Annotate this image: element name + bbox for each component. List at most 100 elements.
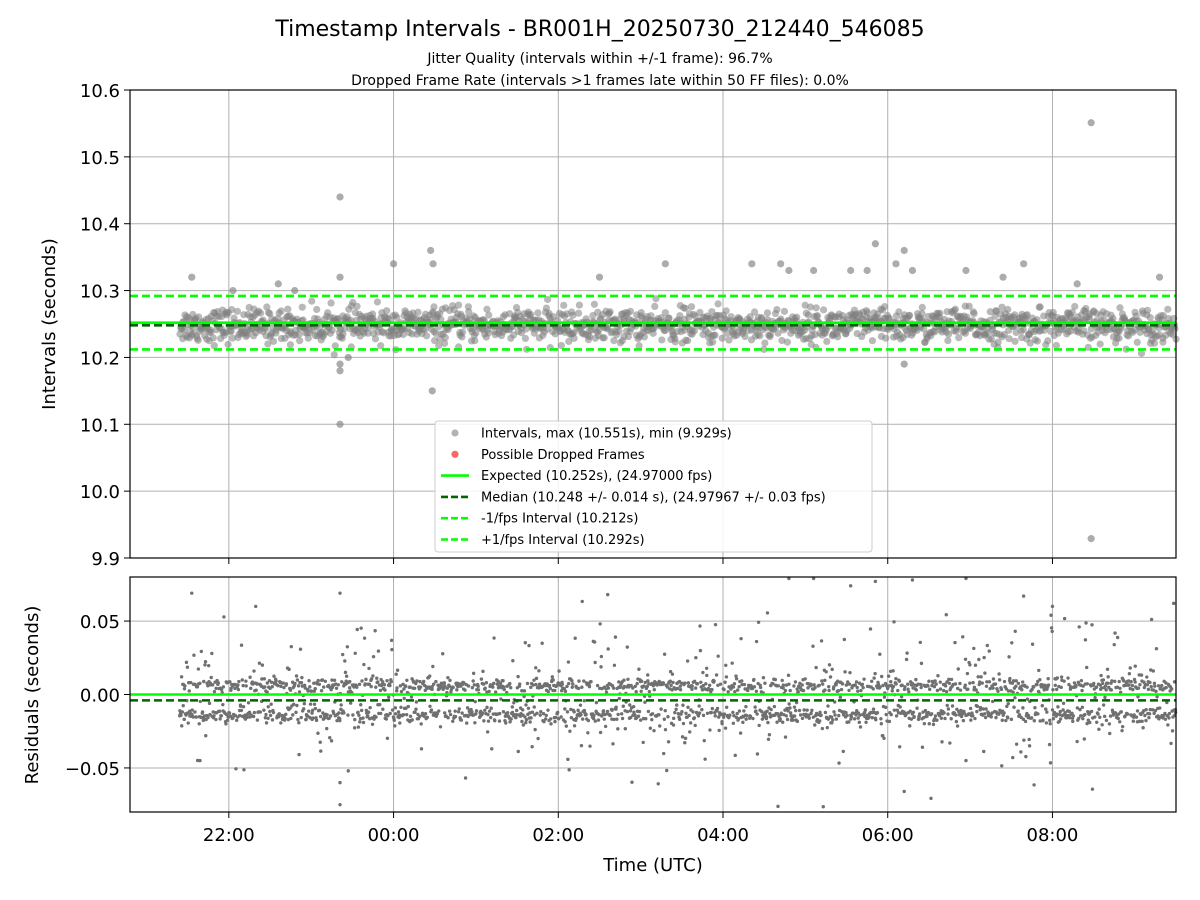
residual-point (337, 711, 341, 715)
residual-point (1146, 687, 1151, 692)
interval-point (557, 341, 565, 350)
residual-point (606, 686, 611, 690)
residual-point (839, 687, 844, 692)
residual-point (446, 675, 450, 680)
residual-point (214, 686, 218, 691)
residual-point (1154, 646, 1159, 651)
residual-point (878, 652, 882, 656)
residual-point (744, 713, 749, 718)
residual-point (438, 725, 443, 729)
residual-point (302, 683, 307, 688)
interval-outlier-point (336, 420, 344, 428)
residual-point (219, 687, 224, 692)
residual-point (1036, 712, 1040, 716)
residual-point (260, 663, 265, 667)
residual-point (1167, 716, 1171, 720)
residual-point (1002, 679, 1007, 684)
residual-point (547, 683, 552, 688)
residual-point (1140, 719, 1144, 723)
residual-point (564, 724, 569, 728)
residual-point (775, 720, 779, 724)
residual-point (997, 678, 1002, 682)
residual-point (1135, 709, 1140, 713)
residual-point (523, 715, 527, 719)
residual-point (639, 679, 644, 683)
residual-point (270, 718, 275, 722)
residual-point (1093, 715, 1097, 719)
residual-point (1061, 708, 1065, 712)
residual-point (207, 701, 212, 706)
residual-point (827, 688, 831, 693)
residual-point (599, 654, 604, 659)
interval-point (773, 305, 781, 314)
residual-point (1136, 686, 1141, 690)
residual-point (206, 715, 210, 720)
residual-point (870, 716, 874, 720)
residuals-y-tick-label: 0.05 (80, 612, 120, 633)
interval-point (353, 302, 361, 310)
interval-point (1023, 311, 1031, 319)
residual-point (987, 649, 991, 653)
residual-point (384, 717, 389, 721)
residual-point (685, 659, 690, 663)
residual-point (247, 710, 252, 715)
residual-point (511, 659, 515, 663)
interval-point (820, 306, 828, 314)
residual-point (1027, 737, 1031, 742)
residual-point (821, 682, 825, 686)
residual-point (548, 717, 553, 721)
interval-point (944, 336, 952, 345)
residual-point (1107, 722, 1112, 726)
residual-point (293, 681, 297, 686)
residual-point (516, 749, 520, 754)
interval-point (373, 298, 382, 306)
interval-point (264, 340, 272, 348)
residual-point (845, 713, 849, 718)
residual-point (647, 689, 652, 694)
residual-point (623, 727, 628, 731)
interval-point (522, 325, 530, 333)
residual-point (182, 717, 186, 722)
residual-point (281, 681, 285, 685)
intervals-axes-frame (129, 89, 1177, 559)
residual-point (935, 688, 940, 693)
interval-point (998, 303, 1006, 311)
residual-point (325, 726, 329, 731)
residual-point (1117, 679, 1121, 684)
residual-point (249, 686, 253, 691)
interval-point (665, 314, 673, 322)
residual-point (989, 715, 993, 719)
residual-point (493, 690, 498, 694)
residual-point (975, 704, 980, 709)
interval-point (527, 310, 535, 319)
residual-point (1083, 712, 1087, 717)
residual-point (1127, 672, 1132, 676)
interval-point (687, 303, 696, 311)
residual-point (825, 725, 829, 730)
interval-point (472, 329, 480, 337)
residual-point (882, 695, 887, 699)
residual-point (918, 640, 923, 645)
residual-point (262, 708, 266, 712)
interval-point (1137, 349, 1146, 357)
residual-point (358, 716, 363, 721)
residual-point (954, 719, 959, 724)
residual-point (442, 681, 447, 685)
residual-point (884, 705, 888, 710)
residual-point (197, 722, 201, 726)
residual-point (983, 671, 987, 675)
residual-point (343, 670, 348, 675)
residual-point (602, 717, 606, 721)
residual-point (381, 707, 385, 711)
residual-point (1067, 716, 1072, 720)
residual-point (894, 682, 898, 686)
residual-point (580, 685, 584, 689)
residual-point (429, 708, 434, 712)
legend-label: -1/fps Interval (10.212s) (481, 512, 638, 527)
interval-outlier-point (429, 260, 437, 268)
residual-point (1077, 625, 1081, 629)
residual-point (345, 645, 350, 649)
interval-outlier-point (785, 266, 793, 275)
residual-point (714, 673, 719, 677)
residual-point (576, 686, 581, 691)
